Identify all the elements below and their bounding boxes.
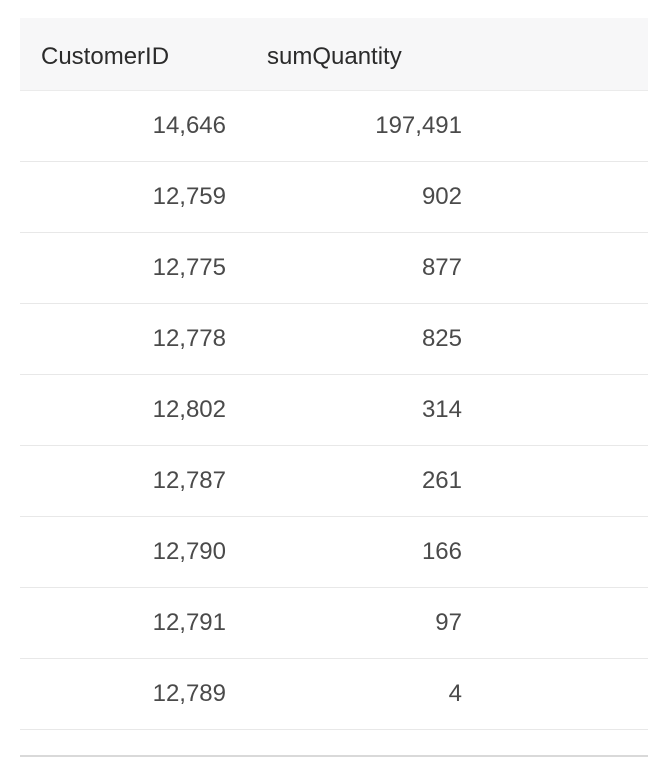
- cell-sumquantity: 166: [421, 538, 462, 565]
- table-row: 12,789 4: [20, 659, 648, 730]
- cell-customerid: 12,787: [152, 467, 226, 494]
- table-row: 12,778 825: [20, 304, 648, 375]
- column-header-sumquantity[interactable]: sumQuantity: [267, 43, 402, 70]
- results-table: CustomerID sumQuantity 14,646 197,491 12…: [20, 18, 648, 758]
- cell-sumquantity: 902: [421, 183, 462, 210]
- cell-customerid: 12,790: [152, 538, 226, 565]
- cell-sumquantity: 197,491: [375, 112, 462, 139]
- table-row: 12,759 902: [20, 162, 648, 233]
- cell-sumquantity: 877: [421, 254, 462, 281]
- cell-customerid: 12,802: [152, 396, 226, 423]
- cell-customerid: 12,759: [152, 183, 226, 210]
- table-bottom-border: [20, 755, 648, 757]
- table-row: 12,790 166: [20, 517, 648, 588]
- cell-customerid: 12,775: [152, 254, 226, 281]
- table-row: 14,646 197,491: [20, 91, 648, 162]
- cell-customerid: 12,789: [152, 680, 226, 707]
- cell-sumquantity: 314: [421, 396, 462, 423]
- table-row: 12,775 877: [20, 233, 648, 304]
- table-body: 14,646 197,491 12,759 902 12,775 877 12,…: [20, 91, 648, 730]
- column-header-customerid[interactable]: CustomerID: [41, 43, 170, 70]
- cell-sumquantity: 825: [421, 325, 462, 352]
- cell-sumquantity: 97: [435, 609, 462, 636]
- cell-sumquantity: 261: [421, 467, 462, 494]
- table-row: 12,791 97: [20, 588, 648, 659]
- table-header: CustomerID sumQuantity: [20, 18, 648, 91]
- cell-customerid: 12,778: [152, 325, 226, 352]
- table-row: 12,787 261: [20, 446, 648, 517]
- cell-customerid: 14,646: [152, 112, 226, 139]
- cell-customerid: 12,791: [152, 609, 226, 636]
- cell-sumquantity: 4: [448, 680, 462, 707]
- table-row: 12,802 314: [20, 375, 648, 446]
